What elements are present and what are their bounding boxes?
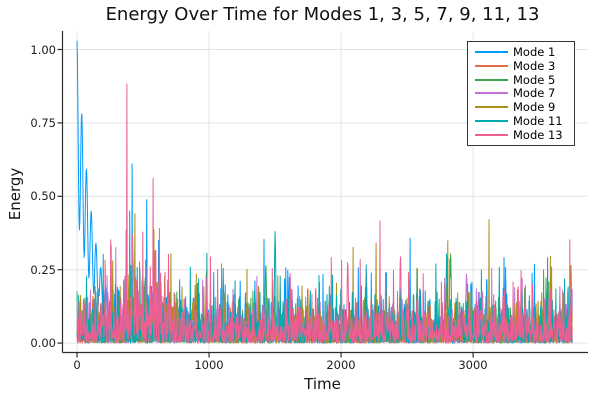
legend-line-swatch-mode-5 (475, 78, 508, 81)
legend-item-mode-5: Mode 5 (468, 74, 574, 86)
legend-line-swatch-mode-13 (475, 133, 508, 136)
legend-item-mode-9: Mode 9 (468, 101, 574, 113)
legend-label-mode-1: Mode 1 (513, 44, 556, 59)
x-tick-label-1000: 1000 (194, 358, 224, 372)
legend-item-mode-11: Mode 11 (468, 115, 574, 127)
legend-item-mode-7: Mode 7 (468, 87, 574, 99)
legend-label-mode-5: Mode 5 (513, 72, 556, 87)
legend-label-mode-9: Mode 9 (513, 100, 556, 115)
legend-line-swatch-mode-7 (475, 92, 508, 95)
legend-line-swatch-mode-3 (475, 64, 508, 67)
y-tick-label-0.25: 0.25 (30, 263, 56, 277)
y-tick-label-0.00: 0.00 (30, 336, 56, 350)
legend-item-mode-13: Mode 13 (468, 129, 574, 141)
y-tick-label-1.00: 1.00 (30, 43, 56, 57)
legend-label-mode-3: Mode 3 (513, 58, 556, 73)
legend-label-mode-13: Mode 13 (513, 127, 563, 142)
legend-label-mode-7: Mode 7 (513, 86, 556, 101)
legend-label-mode-11: Mode 11 (513, 114, 563, 129)
x-tick-label-2000: 2000 (326, 358, 356, 372)
legend-line-swatch-mode-11 (475, 120, 508, 123)
legend-item-mode-3: Mode 3 (468, 60, 574, 72)
legend-line-swatch-mode-9 (475, 106, 508, 109)
x-axis-label: Time (304, 375, 341, 393)
y-tick-label-0.75: 0.75 (30, 116, 56, 130)
chart-title: Energy Over Time for Modes 1, 3, 5, 7, 9… (105, 4, 540, 25)
legend-box: Mode 1 Mode 3 Mode 5 Mode 7 Mode 9 Mode … (467, 41, 575, 146)
legend-item-mode-1: Mode 1 (468, 46, 574, 58)
y-tick-label-0.50: 0.50 (30, 189, 56, 203)
x-tick-label-3000: 3000 (458, 358, 488, 372)
x-tick-label-0: 0 (73, 358, 81, 372)
legend-line-swatch-mode-1 (475, 50, 508, 53)
